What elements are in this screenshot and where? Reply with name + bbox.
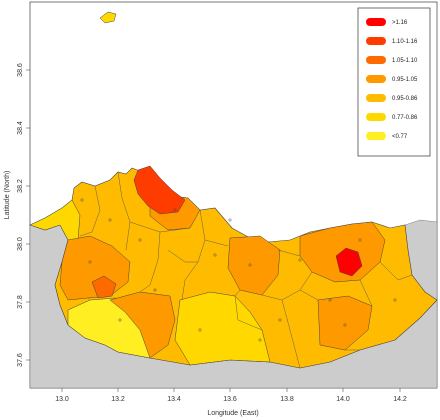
island bbox=[99, 11, 117, 24]
y-tick-label: 38.2 bbox=[17, 179, 24, 193]
legend: >1.16 1.10-1.16 1.05-1.10 0.95-1.05 0.95-0.8… bbox=[357, 7, 431, 157]
x-tick-label: 13.2 bbox=[111, 396, 125, 403]
y-tick-label: 37.6 bbox=[17, 353, 24, 367]
y-tick-label: 38.0 bbox=[17, 237, 24, 251]
legend-label: 1.10-1.16 bbox=[392, 39, 418, 45]
x-tick-label: 13.6 bbox=[223, 396, 237, 403]
region-south-mid bbox=[174, 291, 271, 366]
map-layer bbox=[29, 11, 438, 389]
x-tick-label: 13.0 bbox=[55, 396, 69, 403]
legend-swatch bbox=[366, 37, 386, 45]
legend-swatch bbox=[366, 113, 386, 121]
x-axis bbox=[61, 388, 401, 392]
legend-swatch bbox=[366, 75, 386, 83]
region-orange-southeast bbox=[317, 295, 373, 351]
region-orange-center bbox=[227, 235, 281, 296]
legend-swatch bbox=[366, 94, 386, 102]
municipality-boundaries bbox=[79, 171, 413, 369]
region-orange-south bbox=[109, 291, 176, 359]
y-tick-label: 38.4 bbox=[17, 121, 24, 135]
x-tick-label: 14.0 bbox=[336, 396, 350, 403]
x-tick-label: 13.8 bbox=[280, 396, 294, 403]
legend-swatch bbox=[366, 132, 386, 140]
region-1-10-1-16 bbox=[133, 165, 186, 215]
region-west-coast bbox=[29, 199, 81, 241]
region-above-1-16 bbox=[335, 247, 363, 277]
legend-label: 0.95-1.05 bbox=[392, 77, 418, 83]
region-1-05-1-10-west bbox=[91, 275, 117, 299]
x-axis-title: Longitude (East) bbox=[207, 410, 258, 417]
legend-label: 1.05-1.10 bbox=[392, 58, 418, 64]
y-tick-label: 38.6 bbox=[17, 63, 24, 77]
y-axis-title: Latitude (North) bbox=[4, 171, 11, 220]
centroid-points bbox=[80, 198, 397, 342]
y-tick-label: 37.8 bbox=[17, 295, 24, 309]
legend-swatch bbox=[366, 56, 386, 64]
legend-label: 0.95-0.86 bbox=[392, 96, 418, 102]
legend-label: 0.77-0.86 bbox=[392, 115, 418, 121]
legend-label: >1.16 bbox=[392, 20, 408, 26]
legend-swatch bbox=[366, 18, 386, 26]
legend-label: <0.77 bbox=[392, 134, 408, 140]
x-tick-label: 13.4 bbox=[167, 396, 181, 403]
y-axis bbox=[26, 69, 30, 361]
x-tick-label: 14.2 bbox=[393, 396, 407, 403]
